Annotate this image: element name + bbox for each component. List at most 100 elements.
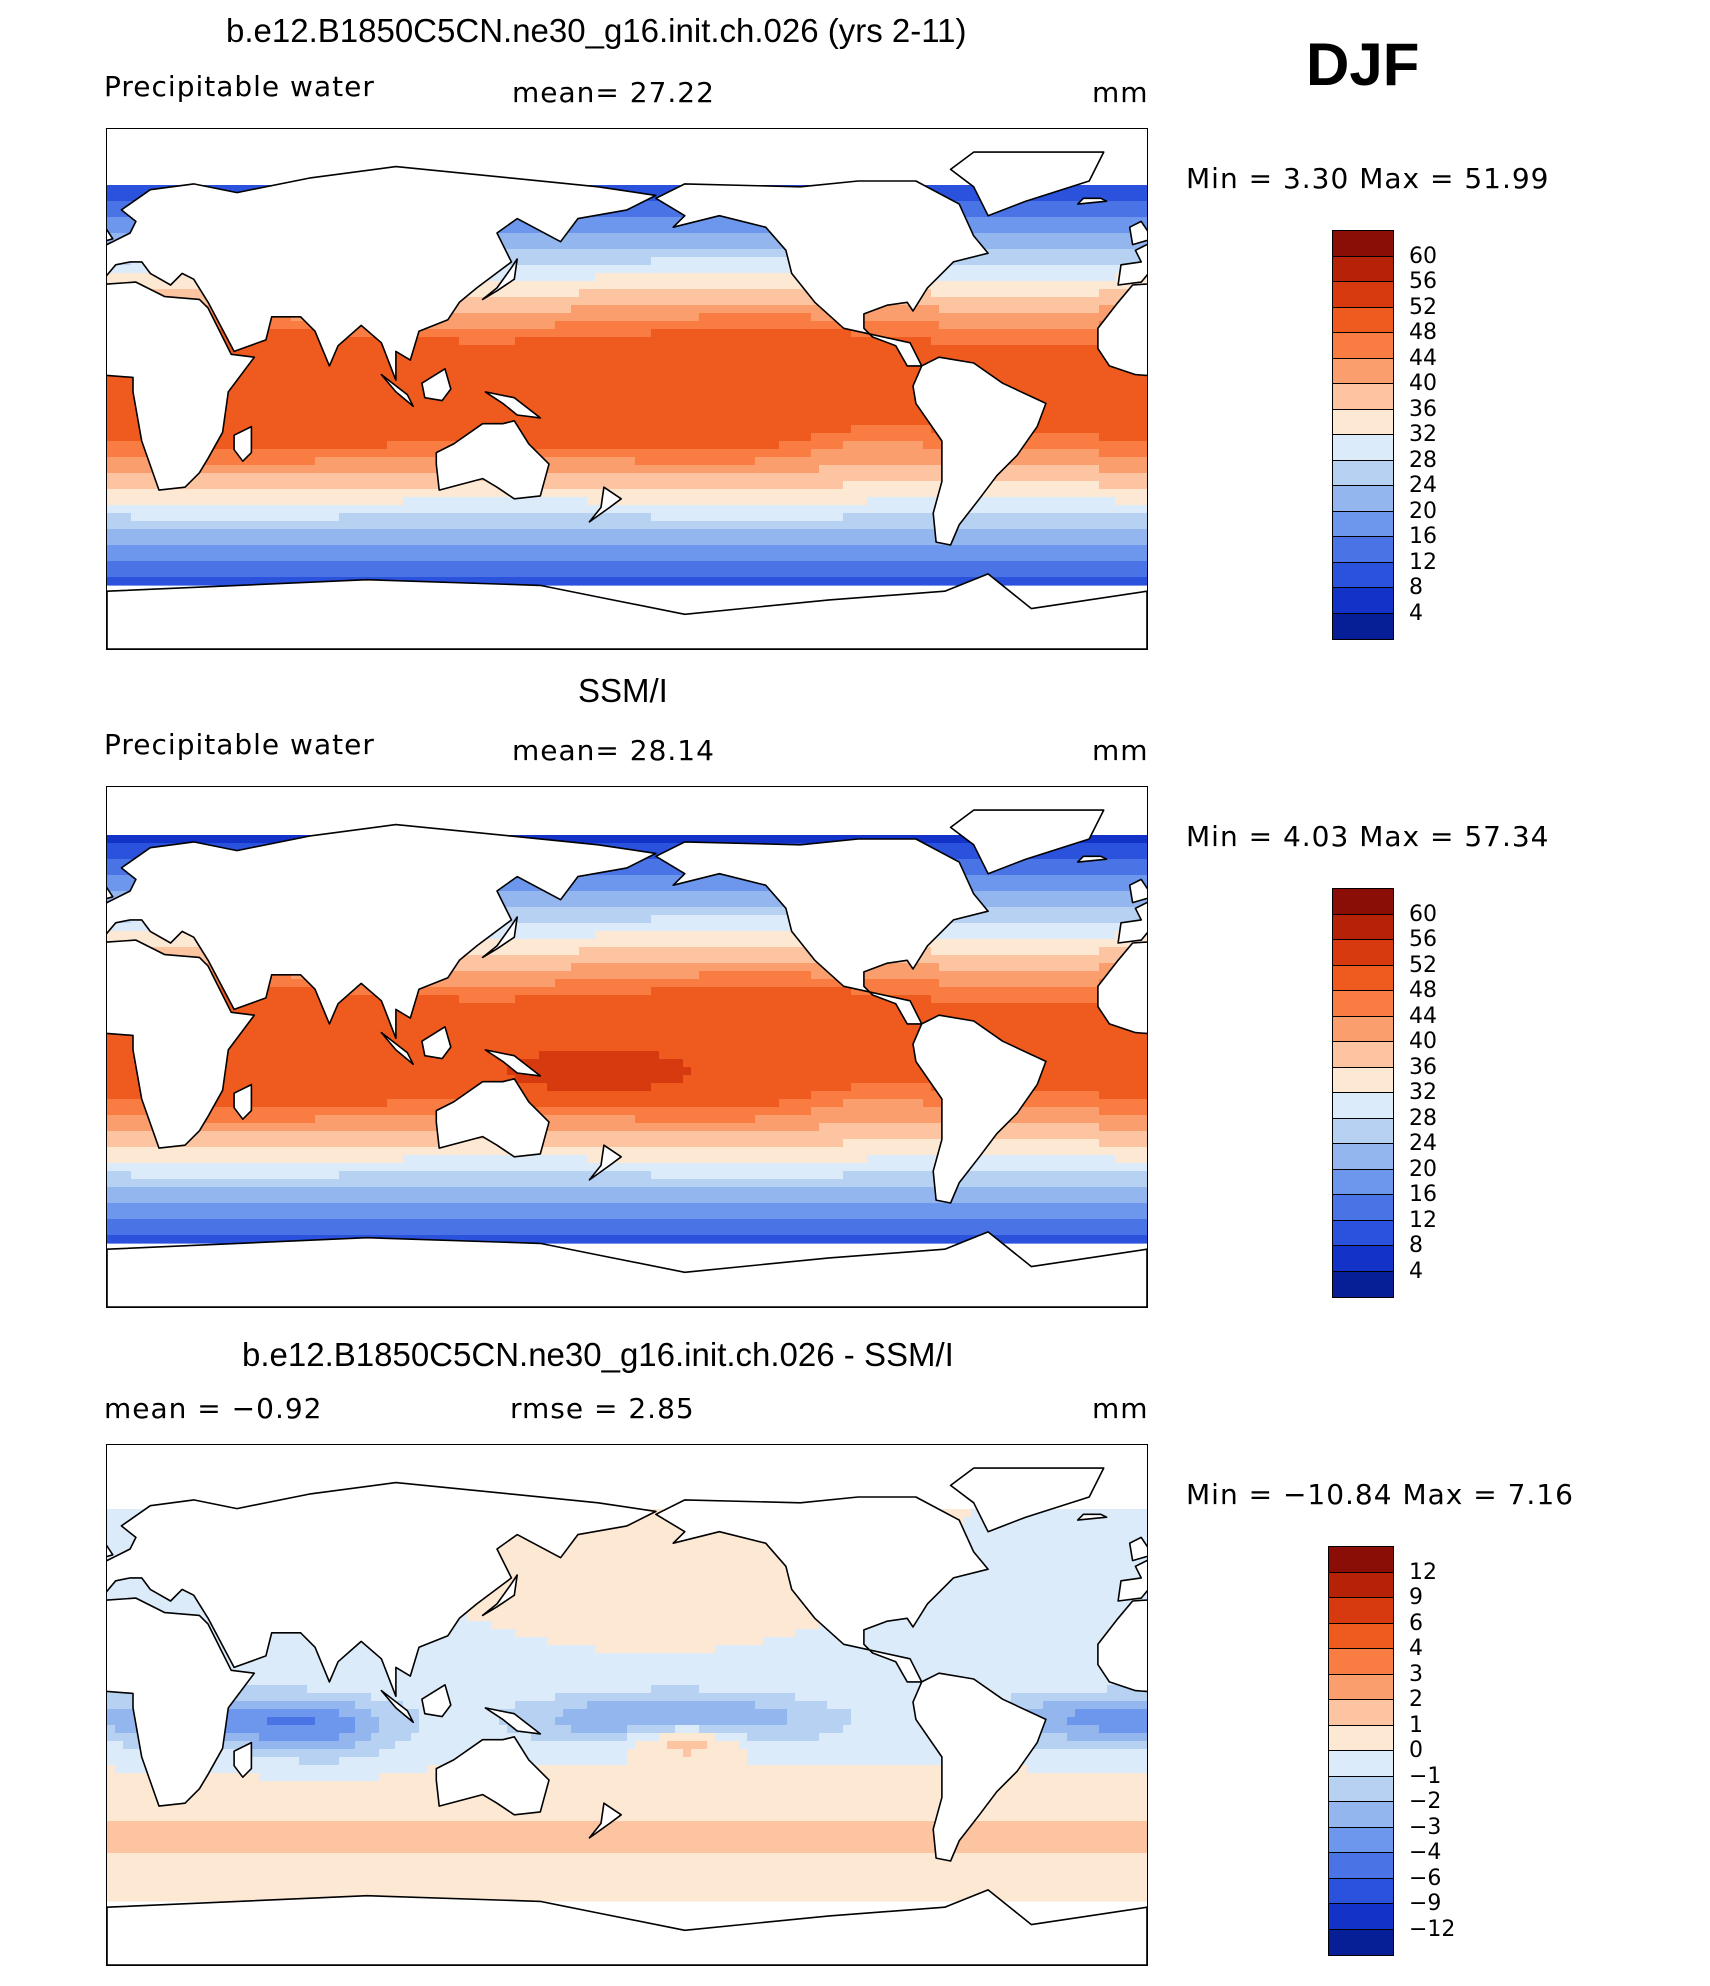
field-cell xyxy=(627,417,636,426)
field-cell xyxy=(331,369,340,378)
field-cell xyxy=(1139,209,1147,218)
field-cell xyxy=(667,433,676,442)
field-cell xyxy=(899,305,908,314)
field-cell xyxy=(931,441,940,450)
field-cell xyxy=(723,329,732,338)
field-cell xyxy=(595,409,604,418)
field-cell xyxy=(1027,289,1036,298)
field-cell xyxy=(739,361,748,370)
field-cell xyxy=(491,281,500,290)
field-cell xyxy=(563,385,572,394)
field-cell xyxy=(859,457,868,466)
field-cell xyxy=(667,377,676,386)
field-cell xyxy=(763,385,772,394)
field-cell xyxy=(795,409,804,418)
field-cell xyxy=(387,393,396,402)
field-cell xyxy=(875,473,884,482)
field-cell xyxy=(851,345,860,354)
field-cell xyxy=(659,441,668,450)
field-cell xyxy=(227,425,236,434)
field-cell xyxy=(491,361,500,370)
field-cell xyxy=(579,409,588,418)
field-cell xyxy=(435,417,444,426)
field-cell xyxy=(419,361,428,370)
field-cell xyxy=(219,433,228,442)
field-cell xyxy=(291,393,300,402)
field-cell xyxy=(339,481,348,490)
field-cell xyxy=(555,457,564,466)
field-cell xyxy=(531,249,540,258)
field-cell xyxy=(1075,481,1084,490)
field-cell xyxy=(515,345,524,354)
field-cell xyxy=(171,489,180,498)
field-cell xyxy=(923,481,932,490)
field-cell xyxy=(739,449,748,458)
field-cell xyxy=(603,481,612,490)
field-cell xyxy=(1003,305,1012,314)
field-cell xyxy=(307,465,316,474)
field-cell xyxy=(667,297,676,306)
field-cell xyxy=(291,321,300,330)
field-cell xyxy=(283,481,292,490)
field-cell xyxy=(1091,385,1100,394)
field-cell xyxy=(571,233,580,242)
field-cell xyxy=(627,449,636,458)
field-cell xyxy=(1035,353,1044,362)
field-cell xyxy=(291,441,300,450)
field-cell xyxy=(603,225,612,234)
field-cell xyxy=(867,345,876,354)
field-cell xyxy=(1003,257,1012,266)
field-cell xyxy=(611,449,620,458)
field-cell xyxy=(1027,481,1036,490)
field-cell xyxy=(267,329,276,338)
field-cell xyxy=(611,433,620,442)
field-cell xyxy=(571,241,580,250)
field-cell xyxy=(915,345,924,354)
field-cell xyxy=(587,273,596,282)
field-cell xyxy=(683,241,692,250)
field-cell xyxy=(131,185,140,194)
field-cell xyxy=(979,353,988,362)
field-cell xyxy=(387,401,396,410)
field-cell xyxy=(1067,369,1076,378)
field-cell xyxy=(395,481,404,490)
field-cell xyxy=(411,489,420,498)
field-cell xyxy=(347,417,356,426)
field-cell xyxy=(283,385,292,394)
field-cell xyxy=(1027,201,1036,210)
field-cell xyxy=(139,465,148,474)
field-cell xyxy=(531,433,540,442)
field-cell xyxy=(563,345,572,354)
field-cell xyxy=(227,473,236,482)
field-cell xyxy=(251,409,260,418)
field-cell xyxy=(619,353,628,362)
field-cell xyxy=(635,393,644,402)
field-cell xyxy=(507,281,516,290)
field-cell xyxy=(851,377,860,386)
field-cell xyxy=(1043,209,1052,218)
field-cell xyxy=(1131,401,1140,410)
field-cell xyxy=(131,481,140,490)
field-cell xyxy=(547,289,556,298)
field-cell xyxy=(635,321,644,330)
field-cell xyxy=(699,273,708,282)
field-cell xyxy=(835,473,844,482)
field-cell xyxy=(1123,249,1132,258)
field-cell xyxy=(835,457,844,466)
field-cell xyxy=(763,393,772,402)
field-cell xyxy=(611,481,620,490)
field-cell xyxy=(635,273,644,282)
field-cell xyxy=(251,393,260,402)
field-cell xyxy=(739,385,748,394)
field-cell xyxy=(691,249,700,258)
field-cell xyxy=(915,457,924,466)
field-cell xyxy=(171,289,180,298)
field-cell xyxy=(459,305,468,314)
field-cell xyxy=(315,377,324,386)
field-cell xyxy=(675,273,684,282)
field-cell xyxy=(955,321,964,330)
field-cell xyxy=(499,369,508,378)
field-cell xyxy=(187,289,196,298)
field-cell xyxy=(867,409,876,418)
field-cell xyxy=(363,441,372,450)
